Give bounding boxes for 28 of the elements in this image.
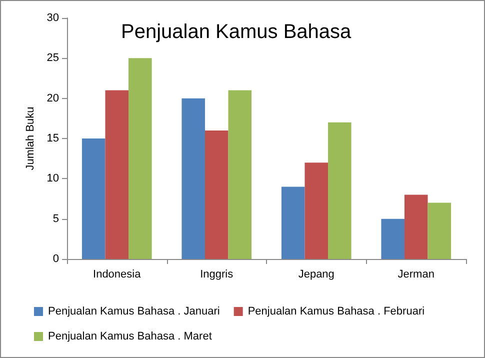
bar xyxy=(128,58,152,259)
y-tick-label: 30 xyxy=(46,12,59,24)
bar xyxy=(82,138,106,259)
x-tick-label: Indonesia xyxy=(93,268,142,280)
y-tick-label: 25 xyxy=(46,52,59,64)
bar xyxy=(428,202,452,259)
x-tick-label: Jepang xyxy=(298,268,334,280)
y-tick-label: 5 xyxy=(52,212,59,225)
legend-label: Penjualan Kamus Bahasa . Maret xyxy=(48,330,212,342)
bar xyxy=(304,162,328,259)
bar xyxy=(381,218,404,259)
y-tick-label: 10 xyxy=(46,172,59,185)
x-tick-label: Jerman xyxy=(398,268,434,280)
bar xyxy=(105,90,129,259)
chart-title: Penjualan Kamus Bahasa xyxy=(121,21,352,43)
y-tick-label: 0 xyxy=(52,253,59,265)
x-tick-label: Inggris xyxy=(200,268,234,280)
bar xyxy=(182,98,205,259)
bar xyxy=(328,122,352,259)
bar xyxy=(228,90,252,259)
y-tick-label: 20 xyxy=(46,92,59,104)
legend-label: Penjualan Kamus Bahasa . Februari xyxy=(248,306,425,318)
bar xyxy=(404,194,428,259)
legend-label: Penjualan Kamus Bahasa . Januari xyxy=(48,306,220,318)
bar xyxy=(204,130,228,259)
y-tick-label: 15 xyxy=(46,132,59,144)
y-axis-title: Jumlah Buku xyxy=(24,106,36,170)
bar xyxy=(281,186,305,259)
